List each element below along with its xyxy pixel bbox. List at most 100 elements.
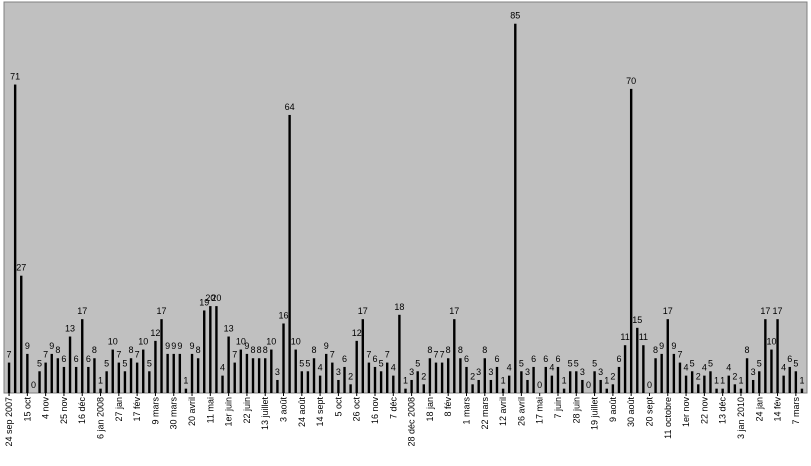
x-tick-label: 22 mars <box>480 397 490 430</box>
x-tick-label: 26 avril <box>516 397 526 426</box>
bar <box>764 319 767 393</box>
x-tick-label: 7 mars <box>791 397 801 425</box>
data-label: 5 <box>757 358 762 368</box>
data-label: 6 <box>372 354 377 364</box>
bar <box>129 358 133 393</box>
bar <box>142 349 145 393</box>
bar <box>654 358 657 393</box>
bar <box>56 358 60 393</box>
bar <box>477 379 480 393</box>
bar <box>593 371 596 393</box>
data-label: 2 <box>732 371 737 381</box>
data-label: 10 <box>266 337 276 347</box>
data-label: 20 <box>205 293 215 303</box>
x-tick-label: 3 août <box>279 397 289 423</box>
bar <box>215 306 218 393</box>
bar <box>623 345 627 393</box>
data-label: 17 <box>449 306 459 316</box>
x-tick-label: 14 fév <box>773 397 783 422</box>
bar <box>38 371 41 393</box>
bar <box>507 375 511 393</box>
data-label: 11 <box>639 332 648 342</box>
data-label: 8 <box>129 345 134 355</box>
bar <box>422 384 425 393</box>
data-label: 4 <box>220 363 225 373</box>
data-label: 6 <box>74 354 79 364</box>
x-tick-label: 7 déc <box>388 397 398 420</box>
data-label: 13 <box>224 324 234 334</box>
bar <box>495 366 499 393</box>
x-tick-label: 22 juin <box>242 397 252 424</box>
bar <box>355 340 358 393</box>
data-label: 17 <box>773 306 783 316</box>
x-tick-label: 5 oct <box>333 397 343 417</box>
data-label: 3 <box>525 367 530 377</box>
bar <box>697 384 700 393</box>
data-label: 8 <box>458 345 463 355</box>
bar <box>196 358 200 393</box>
data-label: 1 <box>714 376 719 386</box>
bar <box>782 375 785 393</box>
bar <box>453 319 456 393</box>
data-label: 15 <box>632 315 642 325</box>
data-label: 9 <box>165 341 170 351</box>
x-tick-label: 24 jan <box>754 397 764 422</box>
data-label: 9 <box>324 341 329 351</box>
bar <box>251 358 255 393</box>
data-label: 6 <box>61 354 66 364</box>
bar <box>325 353 328 393</box>
bar <box>703 375 706 393</box>
x-tick-label: 25 nov <box>59 397 69 425</box>
plot-area <box>3 1 808 394</box>
data-label: 8 <box>55 345 60 355</box>
bar <box>666 319 669 393</box>
bar <box>367 362 371 393</box>
bar <box>739 388 743 393</box>
x-tick-label: 7 juin <box>553 397 563 419</box>
bar <box>294 349 297 393</box>
data-label: 6 <box>555 354 560 364</box>
x-tick-label: 19 juillet <box>590 397 600 431</box>
data-label: 9 <box>190 341 195 351</box>
data-label: 6 <box>342 354 347 364</box>
data-label: 10 <box>108 337 118 347</box>
data-label: 3 <box>751 367 756 377</box>
bar <box>599 379 602 393</box>
data-label: 64 <box>285 102 295 112</box>
x-tick-label: 16 déc <box>77 397 87 425</box>
bar <box>26 353 29 393</box>
bar <box>276 379 279 393</box>
x-tick-label: 24 sep 2007 <box>4 397 14 447</box>
data-label: 5 <box>37 358 42 368</box>
data-label: 2 <box>696 371 701 381</box>
data-label: 4 <box>391 363 396 373</box>
bar <box>392 375 395 393</box>
bar <box>410 379 413 393</box>
bar <box>178 353 182 393</box>
data-label: 3 <box>476 367 481 377</box>
data-label: 5 <box>793 358 798 368</box>
data-label: 11 <box>620 332 629 342</box>
x-tick-label: 28 juin <box>571 397 581 424</box>
x-tick-label: 12 avril <box>498 397 508 426</box>
bar <box>483 358 486 393</box>
bar <box>154 340 157 393</box>
data-label: 17 <box>358 306 368 316</box>
bar <box>13 84 17 394</box>
data-label: 5 <box>305 358 310 368</box>
bar <box>788 366 791 393</box>
bar <box>550 375 554 393</box>
bar <box>318 375 322 393</box>
data-label: 8 <box>482 345 487 355</box>
bar <box>203 310 206 393</box>
data-label: 7 <box>366 350 371 360</box>
data-label: 10 <box>138 337 148 347</box>
data-label: 2 <box>610 371 615 381</box>
bar <box>721 388 724 393</box>
data-label: 1 <box>183 376 188 386</box>
bar <box>257 358 261 393</box>
x-tick-label: 26 oct <box>352 397 362 422</box>
data-label: 1 <box>98 376 103 386</box>
data-label: 1 <box>720 376 725 386</box>
